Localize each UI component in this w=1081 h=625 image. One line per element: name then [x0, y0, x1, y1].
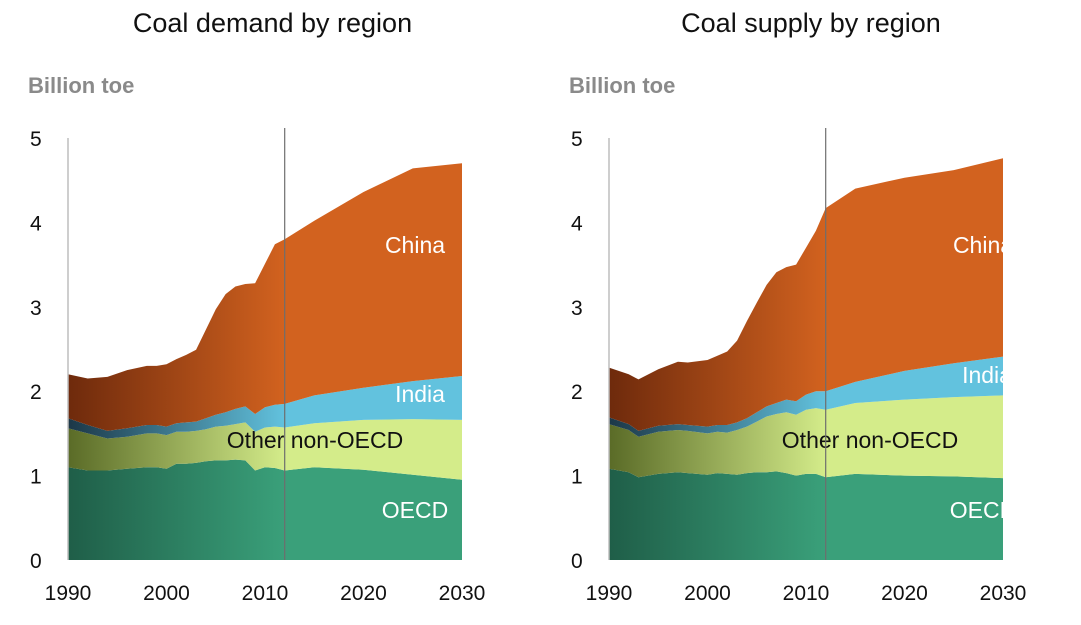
y-axis-unit-label: Billion toe	[569, 73, 676, 98]
x-tick-label: 1990	[45, 582, 92, 605]
x-tick-label: 1990	[586, 582, 633, 605]
x-tick-label: 2020	[881, 582, 928, 605]
y-tick-label: 1	[571, 466, 583, 489]
x-tick-label: 2020	[340, 582, 387, 605]
series-area-oecd	[609, 468, 1003, 560]
x-tick-label: 2010	[242, 582, 289, 605]
series-area-india	[68, 376, 462, 439]
x-tick-label: 2030	[980, 582, 1027, 605]
x-tick-label: 2010	[783, 582, 830, 605]
series-label-oecd: OECD	[950, 497, 1016, 523]
series-area-china	[609, 158, 1003, 431]
chart-title: Coal supply by region	[681, 8, 941, 38]
coal-supply-chart: OECD Other non-OECD India China 0 1 2 3 4 5 1990 20…	[571, 128, 1027, 605]
y-tick-label: 4	[571, 212, 583, 235]
y-tick-label: 0	[571, 550, 583, 573]
x-tick-label: 2030	[439, 582, 486, 605]
series-label-china: China	[953, 232, 1013, 258]
series-area-china	[68, 163, 462, 431]
series-label-other-non-oecd: Other non-OECD	[227, 427, 403, 453]
y-tick-label: 3	[30, 297, 42, 320]
y-tick-label: 4	[30, 212, 42, 235]
y-tick-label: 2	[30, 381, 42, 404]
series-label-india: India	[395, 381, 445, 407]
y-tick-label: 1	[30, 466, 42, 489]
series-label-india: India	[962, 362, 1012, 388]
y-tick-label: 5	[571, 128, 583, 151]
y-tick-label: 3	[571, 297, 583, 320]
y-tick-label: 0	[30, 550, 42, 573]
series-area-other-non-oecd	[609, 395, 1003, 479]
series-area-other-non-oecd	[68, 419, 462, 480]
series-area-india	[609, 356, 1003, 437]
series-label-other-non-oecd: Other non-OECD	[782, 427, 958, 453]
y-tick-label: 5	[30, 128, 42, 151]
series-label-china: China	[385, 232, 445, 258]
x-tick-label: 2000	[684, 582, 731, 605]
y-tick-label: 2	[571, 381, 583, 404]
series-label-oecd: OECD	[382, 497, 448, 523]
supply-panel: Coal supply by region Billion toe OECD Ot…	[541, 0, 1081, 625]
demand-panel: Coal demand by region Billion toe OECD Ot…	[0, 0, 540, 625]
x-tick-label: 2000	[143, 582, 190, 605]
chart-title: Coal demand by region	[132, 8, 413, 38]
coal-demand-chart: OECD Other non-OECD India China 0 1 2 3 4 5 1990 20…	[30, 128, 486, 605]
y-axis-unit-label: Billion toe	[28, 73, 135, 98]
series-area-oecd	[68, 459, 462, 560]
